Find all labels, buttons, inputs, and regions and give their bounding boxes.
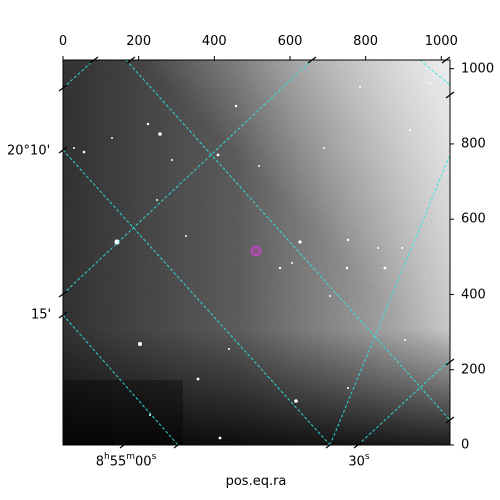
star-27 [258, 165, 260, 167]
ra-minutes-unit: m [126, 452, 136, 462]
star-26 [111, 137, 113, 139]
star-13 [82, 150, 86, 154]
star-2 [146, 122, 150, 126]
grid-line-7 [419, 60, 450, 86]
wcs-tick-4 [58, 84, 68, 92]
star-18 [218, 436, 222, 440]
ra-axis-title: pos.eq.ra [225, 474, 287, 489]
right-tick-label-400: 400 [461, 287, 486, 302]
top-tick-label-1000: 1000 [424, 34, 458, 49]
wcs-tick-14 [445, 416, 455, 424]
star-5 [298, 240, 302, 244]
star-20 [278, 266, 282, 270]
wcs-tick-2 [307, 56, 317, 64]
star-23 [347, 387, 349, 389]
star-32 [404, 339, 406, 341]
ra-hours: 8 [95, 454, 104, 470]
right-tick-label-600: 600 [461, 211, 486, 227]
ra-seconds-unit-2: s [364, 452, 370, 462]
sky-image [63, 60, 450, 445]
right-tick-label-200: 200 [461, 362, 486, 378]
star-12 [138, 342, 142, 346]
star-10 [196, 377, 200, 381]
ra-hours-unit: h [103, 452, 110, 462]
dec-label-second: 15' [31, 307, 52, 323]
grid-line-3 [63, 60, 313, 295]
wcs-tick-6 [58, 290, 68, 298]
star-25 [156, 199, 158, 201]
star-14 [73, 147, 75, 149]
grid-line-2 [125, 60, 450, 421]
star-19 [185, 235, 187, 237]
wcs-tick-7 [58, 311, 68, 319]
axis-ticks [58, 56, 455, 449]
wcs-tick-8 [119, 441, 129, 449]
star-1 [158, 132, 162, 136]
star-17 [171, 159, 173, 161]
star-29 [429, 82, 431, 84]
dec-label-first: 20°10' [7, 143, 51, 159]
star-field [73, 82, 431, 440]
star-24 [401, 247, 403, 249]
wcs-tick-12 [445, 91, 455, 99]
top-tick-label-400: 400 [201, 34, 227, 49]
star-9 [294, 399, 298, 403]
star-6 [346, 238, 350, 242]
ra-seconds: 00 [135, 454, 152, 470]
star-31 [329, 295, 331, 297]
ra-minutes: 55 [109, 454, 127, 470]
star-11 [228, 348, 230, 350]
right-tick-label-0: 0 [461, 437, 470, 453]
top-tick-label-200: 200 [126, 34, 152, 49]
plot-frame [62, 59, 451, 446]
right-tick-label-1000: 1000 [461, 61, 495, 77]
star-28 [359, 86, 361, 88]
star-15 [323, 147, 325, 149]
star-8 [377, 247, 379, 249]
grid-line-0 [63, 60, 95, 89]
wcs-tick-10 [325, 441, 335, 449]
wcs-tick-1 [126, 56, 136, 64]
wcs-tick-13 [445, 358, 455, 366]
ra-label-second: 30s [348, 451, 369, 469]
circle-marker-icon [250, 245, 262, 257]
top-tick-label-600: 600 [277, 34, 303, 49]
top-tick-label-0: 0 [58, 34, 68, 49]
ra-seconds-2: 30 [348, 454, 365, 470]
top-tick-label-800: 800 [353, 34, 379, 49]
ra-label-first: 8h55m00s [96, 451, 157, 469]
ra-seconds-unit: s [151, 452, 157, 462]
star-30 [345, 266, 349, 270]
wcs-tick-11 [353, 441, 363, 449]
grid-line-5 [357, 359, 450, 445]
wcs-tick-3 [441, 56, 451, 64]
wcs-tick-0 [89, 56, 99, 64]
star-16 [409, 129, 411, 131]
right-tick-label-800: 800 [461, 136, 486, 152]
star-7 [383, 266, 387, 270]
grid-line-4 [63, 314, 179, 445]
star-21 [291, 262, 293, 264]
star-3 [216, 153, 220, 157]
grid-line-6 [329, 154, 450, 445]
star-4 [234, 104, 238, 108]
grid-line-1 [63, 149, 331, 445]
coordinate-grid [63, 60, 450, 445]
wcs-tick-9 [173, 441, 183, 449]
star-0 [114, 239, 120, 245]
wcs-tick-5 [58, 146, 68, 154]
